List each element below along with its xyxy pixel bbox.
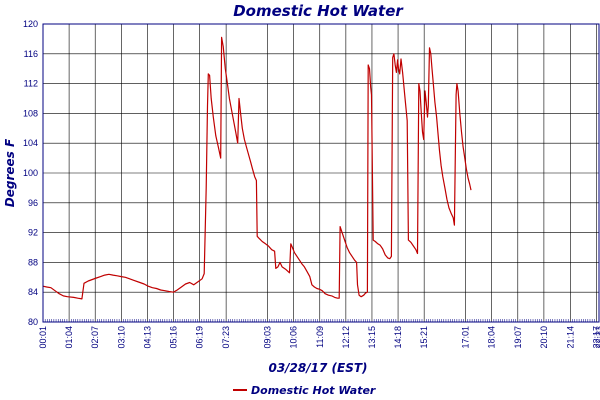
x-tick-label: 03:10 [116, 326, 126, 349]
y-tick-label: 92 [28, 228, 38, 238]
x-tick-label: 17:01 [461, 326, 471, 349]
y-axis-label: Degrees F [3, 138, 17, 207]
x-tick-label: 22:17 [592, 326, 600, 349]
series-lines [42, 36, 472, 300]
x-tick-label: 12:12 [341, 326, 351, 349]
x-tick-label: 09:03 [263, 326, 273, 349]
x-tick-label: 22:23 [594, 326, 600, 349]
x-tick-label: 11:09 [315, 326, 325, 348]
y-tick-label: 96 [28, 198, 38, 208]
x-tick-label: 00:01 [38, 326, 48, 349]
legend-label: Domestic Hot Water [251, 384, 376, 397]
x-tick-label: 21:14 [565, 326, 575, 349]
chart-title: Domestic Hot Water [233, 2, 404, 20]
x-tick-label: 18:04 [487, 326, 497, 349]
y-tick-label: 108 [23, 108, 38, 118]
x-tick-label: 02:07 [90, 326, 100, 349]
legend: Domestic Hot Water [233, 384, 376, 397]
x-tick-label: 10:06 [289, 326, 299, 349]
y-tick-label: 116 [24, 49, 38, 59]
y-tick-label: 104 [23, 138, 38, 148]
x-tick-label: 15:21 [419, 326, 429, 349]
plot-frame [42, 23, 600, 323]
x-tick-label: 19:07 [513, 326, 523, 349]
x-tick-labels: 00:01 01:04 02:07 03:10 04:13 05:16 06:19 07:23… [38, 326, 600, 349]
x-tick-label: 05:16 [169, 326, 179, 349]
x-tick-label: 14:18 [393, 326, 403, 349]
y-tick-label: 112 [24, 79, 38, 89]
x-tick-label: 04:13 [142, 326, 152, 349]
x-axis-label: 03/28/17 (EST) [268, 361, 367, 375]
y-tick-label: 88 [28, 257, 38, 267]
y-tick-label: 80 [28, 317, 38, 327]
series-line [42, 36, 472, 300]
x-tick-label: 01:04 [64, 326, 74, 349]
y-tick-labels: 80 84 88 92 96 100 104 108 112 116 120 [23, 19, 38, 327]
x-tick-label: 13:15 [367, 326, 377, 349]
x-tick-label: 06:19 [195, 326, 205, 349]
x-tick-label: 20:10 [539, 326, 549, 349]
y-tick-label: 120 [23, 19, 38, 29]
y-tick-label: 100 [23, 168, 38, 178]
x-tick-label: 07:23 [221, 326, 231, 349]
y-tick-label: 84 [28, 287, 38, 297]
